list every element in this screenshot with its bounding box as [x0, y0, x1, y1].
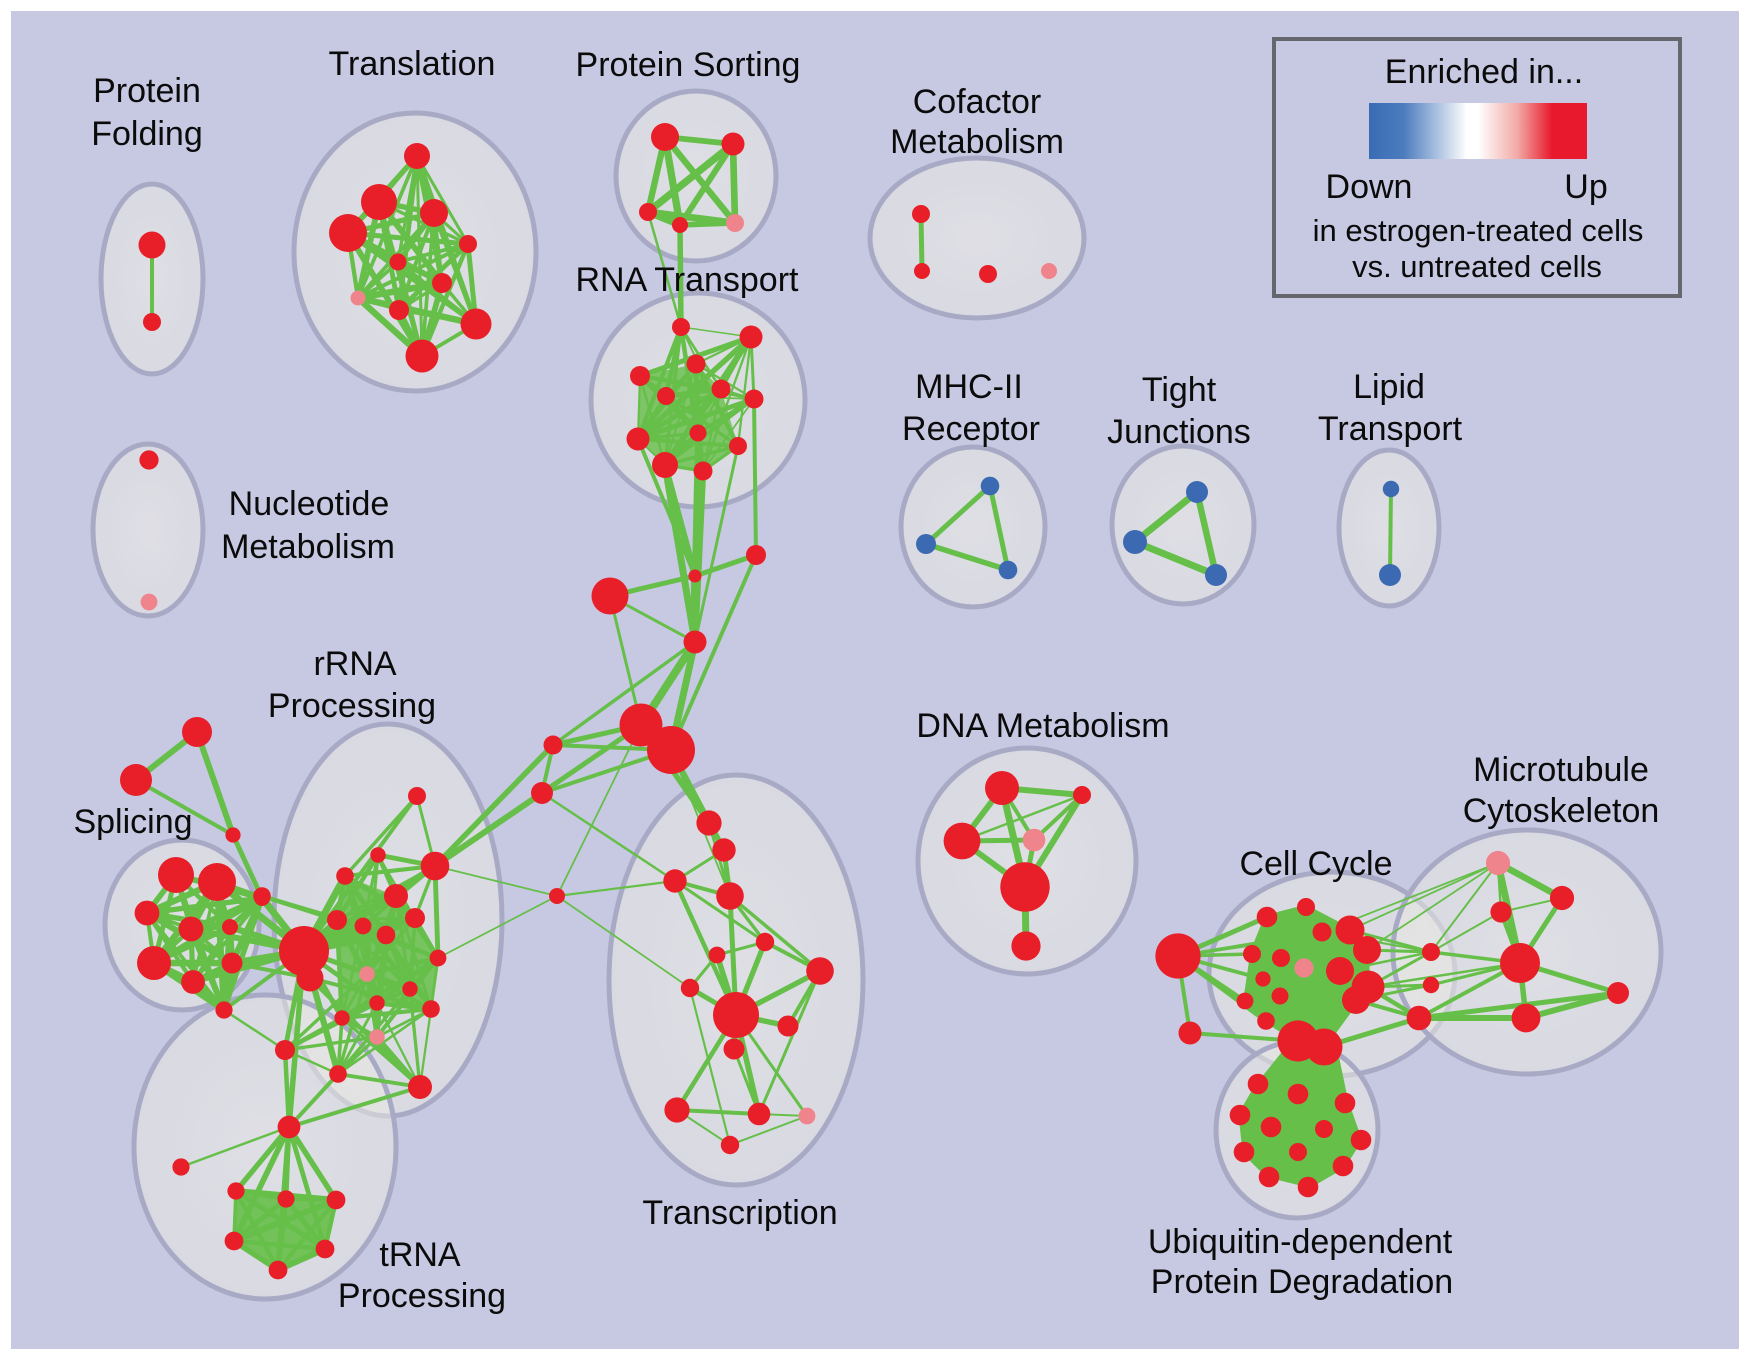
svg-text:Cytoskeleton: Cytoskeleton	[1463, 792, 1660, 830]
svg-text:Down: Down	[1326, 168, 1413, 206]
svg-text:Processing: Processing	[338, 1277, 506, 1315]
svg-text:Translation: Translation	[329, 45, 496, 83]
svg-text:tRNA: tRNA	[379, 1236, 461, 1274]
svg-text:Receptor: Receptor	[902, 410, 1040, 448]
svg-text:Up: Up	[1564, 168, 1607, 206]
svg-text:Cofactor: Cofactor	[913, 83, 1042, 121]
svg-text:Processing: Processing	[268, 687, 436, 725]
svg-text:rRNA: rRNA	[313, 645, 396, 683]
svg-text:DNA Metabolism: DNA Metabolism	[916, 707, 1169, 745]
svg-text:Transport: Transport	[1318, 410, 1463, 448]
svg-text:in estrogen-treated cells: in estrogen-treated cells	[1313, 213, 1644, 248]
svg-text:RNA Transport: RNA Transport	[576, 261, 800, 299]
svg-text:Junctions: Junctions	[1107, 413, 1251, 451]
svg-text:Folding: Folding	[91, 115, 203, 153]
svg-text:Lipid: Lipid	[1353, 368, 1425, 406]
svg-text:Cell Cycle: Cell Cycle	[1239, 845, 1392, 883]
svg-text:Metabolism: Metabolism	[890, 123, 1064, 161]
svg-text:Transcription: Transcription	[642, 1194, 837, 1232]
svg-text:Enriched in...: Enriched in...	[1385, 53, 1583, 91]
svg-text:Ubiquitin-dependent: Ubiquitin-dependent	[1148, 1223, 1453, 1261]
svg-text:Metabolism: Metabolism	[221, 528, 395, 566]
svg-text:vs. untreated cells: vs. untreated cells	[1352, 249, 1602, 284]
svg-text:Protein Degradation: Protein Degradation	[1151, 1263, 1453, 1301]
svg-text:Microtubule: Microtubule	[1473, 751, 1649, 789]
svg-text:Nucleotide: Nucleotide	[229, 485, 390, 523]
svg-text:Protein Sorting: Protein Sorting	[576, 46, 801, 84]
svg-text:MHC-II: MHC-II	[915, 368, 1023, 406]
svg-text:Protein: Protein	[93, 72, 201, 110]
svg-text:Tight: Tight	[1142, 371, 1217, 409]
svg-text:Splicing: Splicing	[73, 803, 192, 841]
